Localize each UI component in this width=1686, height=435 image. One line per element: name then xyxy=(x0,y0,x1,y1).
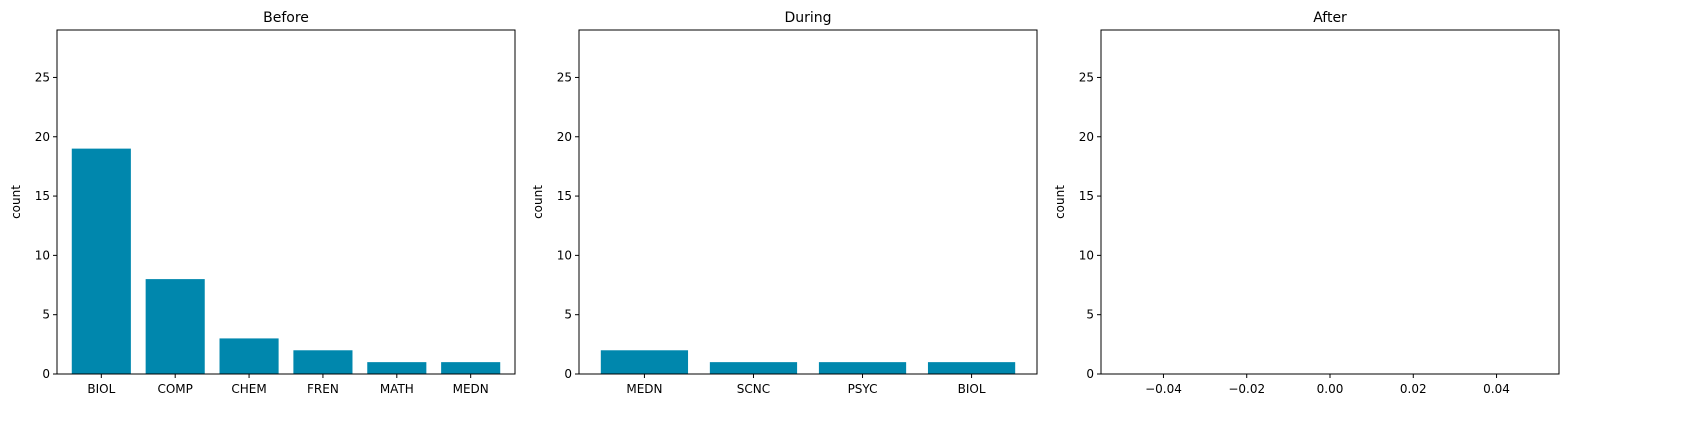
x-tick-label: MEDN xyxy=(626,382,662,396)
x-tick-label: 0.02 xyxy=(1400,382,1427,396)
x-tick-label: −0.04 xyxy=(1145,382,1182,396)
bar-biol xyxy=(71,148,131,374)
y-tick-label: 0 xyxy=(564,367,572,381)
bar-medn xyxy=(441,362,501,374)
y-axis-label: count xyxy=(531,185,545,219)
x-tick-label: COMP xyxy=(157,382,192,396)
x-tick-label: −0.02 xyxy=(1228,382,1265,396)
bar-chem xyxy=(219,338,279,374)
subplot-after: −0.04 −0.02 0.00 0.02 0.04 0 5 10 15 20 25 After cou… xyxy=(1053,10,1560,396)
y-tick-label: 25 xyxy=(35,70,50,84)
subplot-title: During xyxy=(784,10,831,26)
x-tick-label: MATH xyxy=(380,382,414,396)
x-tick-label: MEDN xyxy=(453,382,489,396)
y-tick-label: 0 xyxy=(42,367,50,381)
x-tick-label: SCNC xyxy=(737,382,770,396)
x-tick-label: PSYC xyxy=(848,382,878,396)
y-tick-label: 5 xyxy=(564,308,572,322)
y-tick-label: 20 xyxy=(35,130,50,144)
bar-biol xyxy=(927,362,1016,374)
bar-medn xyxy=(600,350,689,374)
bar-fren xyxy=(293,350,353,374)
bar-comp xyxy=(145,279,205,374)
y-tick-label: 10 xyxy=(557,248,572,262)
y-tick-label: 25 xyxy=(557,70,572,84)
subplot-during: MEDN SCNC PSYC BIOL 0 5 10 15 20 25 During count xyxy=(531,10,1038,396)
x-tick-label: 0.04 xyxy=(1483,382,1510,396)
y-tick-label: 5 xyxy=(1086,308,1094,322)
y-axis-label: count xyxy=(1053,185,1067,219)
y-tick-label: 0 xyxy=(1086,367,1094,381)
bar-scnc xyxy=(709,362,798,374)
y-tick-label: 15 xyxy=(35,189,50,203)
y-axis-label: count xyxy=(9,185,23,219)
x-tick-label: CHEM xyxy=(231,382,266,396)
y-tick-label: 20 xyxy=(1079,130,1094,144)
x-tick-label: BIOL xyxy=(87,382,115,396)
x-tick-label: FREN xyxy=(307,382,339,396)
x-tick-label: BIOL xyxy=(958,382,986,396)
axes-frame xyxy=(56,29,516,375)
y-tick-label: 15 xyxy=(1079,189,1094,203)
y-tick-label: 25 xyxy=(1079,70,1094,84)
subplot-title: Before xyxy=(263,10,309,26)
y-tick-label: 20 xyxy=(557,130,572,144)
axes-frame xyxy=(1100,29,1560,375)
bar-math xyxy=(367,362,427,374)
x-tick-label: 0.00 xyxy=(1317,382,1344,396)
y-tick-label: 15 xyxy=(557,189,572,203)
y-tick-label: 5 xyxy=(42,308,50,322)
subplot-before: BIOL COMP CHEM FREN MATH MEDN 0 5 10 15 20 25 Before… xyxy=(9,10,516,396)
subplot-title: After xyxy=(1313,10,1347,26)
bar-psyc xyxy=(818,362,907,374)
y-tick-label: 10 xyxy=(1079,248,1094,262)
y-tick-label: 10 xyxy=(35,248,50,262)
axes-frame xyxy=(578,29,1038,375)
